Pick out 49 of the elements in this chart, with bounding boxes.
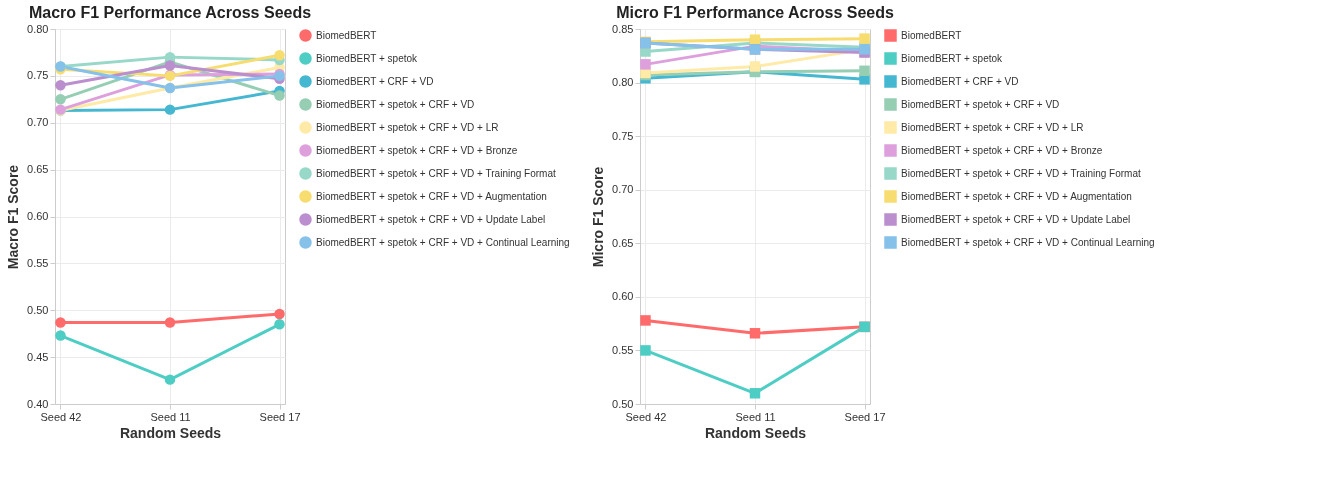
legend-label: BiomedBERT + spetok + CRF + VD + Continual Learning <box>316 236 570 248</box>
x-axis-title: Random Seeds <box>119 424 222 441</box>
x-axis-title: Random Seeds <box>704 424 807 441</box>
y-tick-label: 0.40 <box>27 397 49 410</box>
legend-label: BiomedBERT + CRF + VD <box>901 75 1019 87</box>
chart-title: Macro F1 Performance Across Seeds <box>28 4 312 21</box>
y-tick-label: 0.65 <box>612 236 634 249</box>
legend-label: BiomedBERT + spetok + CRF + VD + Continual Learning <box>901 236 1155 248</box>
legend-label: BiomedBERT + spetok + CRF + VD + Update Label <box>901 213 1131 225</box>
y-tick-label: 0.75 <box>612 129 634 142</box>
y-axis-title: Macro F1 Score <box>5 164 22 270</box>
x-tick-label: Seed 42 <box>625 410 667 423</box>
y-axis-title: Micro F1 Score <box>590 166 607 268</box>
x-tick-label: Seed 11 <box>735 410 776 423</box>
y-tick-label: 0.80 <box>612 76 634 89</box>
legend-label: BiomedBERT + spetok + CRF + VD + LR <box>901 121 1084 133</box>
legend-label: BiomedBERT <box>901 29 962 41</box>
y-tick-label: 0.80 <box>27 22 49 35</box>
legend-label: BiomedBERT + spetok + CRF + VD <box>316 98 475 110</box>
y-tick-label: 0.65 <box>27 163 49 176</box>
y-tick-label: 0.60 <box>612 290 634 303</box>
y-tick-label: 0.55 <box>27 256 49 269</box>
legend-label: BiomedBERT <box>316 29 377 41</box>
legend-label: BiomedBERT + spetok + CRF + VD + Update Label <box>316 213 546 225</box>
y-tick-label: 0.70 <box>612 183 634 196</box>
y-tick-label: 0.50 <box>612 397 634 410</box>
legend-label: BiomedBERT + spetok + CRF + VD + Augmentation <box>316 190 547 202</box>
y-tick-label: 0.50 <box>27 303 49 316</box>
legend-label: BiomedBERT + spetok + CRF + VD + Training Format <box>901 167 1141 179</box>
x-tick-label: Seed 17 <box>259 410 301 423</box>
y-tick-label: 0.70 <box>27 116 49 129</box>
legend-label: BiomedBERT + spetok + CRF + VD + Augmentation <box>901 190 1132 202</box>
legend-label: BiomedBERT + spetok <box>316 52 419 64</box>
legend-label: BiomedBERT + spetok + CRF + VD + Training Format <box>316 167 556 179</box>
y-tick-label: 0.60 <box>27 210 49 222</box>
y-tick-label: 0.75 <box>27 69 49 82</box>
chart-title: Micro F1 Performance Across Seeds <box>616 4 894 21</box>
y-tick-label: 0.85 <box>612 22 634 35</box>
y-tick-label: 0.55 <box>612 343 634 356</box>
legend-label: BiomedBERT + spetok + CRF + VD <box>901 98 1060 110</box>
x-tick-label: Seed 17 <box>844 410 886 423</box>
legend-label: BiomedBERT + spetok <box>901 52 1004 64</box>
legend-label: BiomedBERT + spetok + CRF + VD + LR <box>316 121 499 133</box>
y-tick-label: 0.45 <box>27 350 49 363</box>
legend-label: BiomedBERT + spetok + CRF + VD + Bronze <box>901 144 1103 156</box>
x-tick-label: Seed 42 <box>40 410 82 423</box>
x-tick-label: Seed 11 <box>150 410 191 423</box>
legend-label: BiomedBERT + CRF + VD <box>316 75 434 87</box>
legend-label: BiomedBERT + spetok + CRF + VD + Bronze <box>316 144 518 156</box>
